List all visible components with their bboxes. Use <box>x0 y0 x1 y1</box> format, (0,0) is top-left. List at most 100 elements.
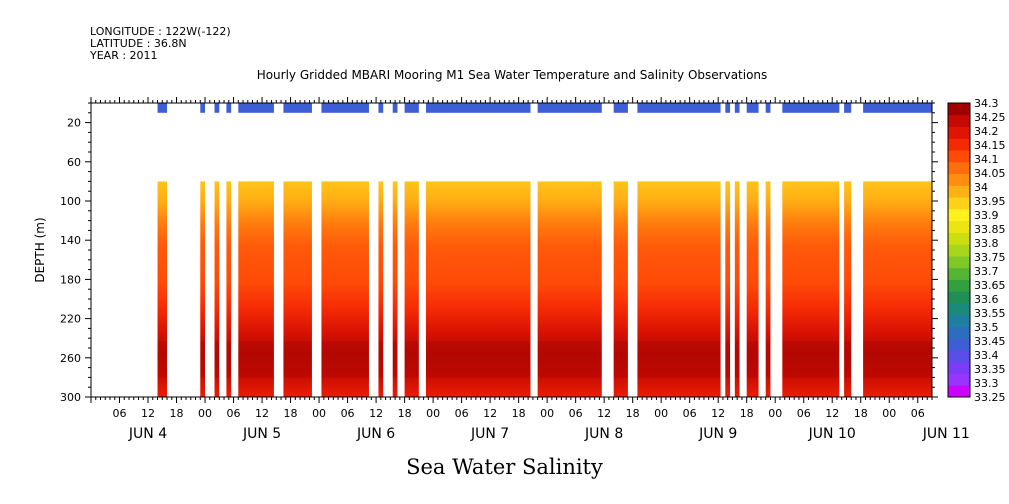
colorbar-label: 33.95 <box>974 195 1006 208</box>
colorbar-swatch <box>948 103 970 116</box>
colorbar-swatch <box>948 114 970 128</box>
colorbar-swatch <box>948 150 970 163</box>
surface-salinity-band <box>157 103 932 113</box>
data-gap <box>311 103 322 397</box>
colorbar-swatch <box>948 302 970 316</box>
x-hour-label: 06 <box>113 407 127 420</box>
x-hour-label: 00 <box>198 407 212 420</box>
colorbar-swatch <box>948 291 970 304</box>
colorbar-swatch <box>948 349 970 363</box>
x-hour-label: 18 <box>740 407 754 420</box>
data-gap <box>219 103 227 397</box>
y-tick-label: 60 <box>67 156 81 169</box>
data-gap <box>627 103 638 397</box>
x-hour-label: 00 <box>768 407 782 420</box>
colorbar-frame <box>947 102 971 398</box>
data-gap <box>739 103 747 397</box>
x-hour-label: 06 <box>569 407 583 420</box>
colorbar-label: 33.45 <box>974 335 1006 348</box>
colorbar-label: 34.05 <box>974 167 1006 180</box>
colorbar-swatch <box>948 197 970 210</box>
x-hour-label: 06 <box>455 407 469 420</box>
x-hour-label: 12 <box>597 407 611 420</box>
colorbar-swatch <box>948 373 970 386</box>
colorbar-label: 33.5 <box>974 321 999 334</box>
x-hour-label: 18 <box>512 407 526 420</box>
longitude-label: LONGITUDE : 122W(-122) <box>90 25 231 38</box>
data-gap <box>383 103 393 397</box>
colorbar-label: 34.25 <box>974 111 1006 124</box>
data-gap <box>231 103 239 397</box>
data-gap <box>273 103 284 397</box>
x-day-label: JUN 9 <box>698 426 737 442</box>
x-hour-label: 18 <box>284 407 298 420</box>
x-hour-label: 18 <box>854 407 868 420</box>
variable-title: Sea Water Salinity <box>406 455 603 479</box>
colorbar-swatch <box>948 161 970 175</box>
colorbar-label: 33.9 <box>974 209 999 222</box>
colorbar-swatch <box>948 338 970 351</box>
latitude-label: LATITUDE : 36.8N <box>90 37 187 50</box>
x-hour-label: 06 <box>911 407 925 420</box>
x-hour-label: 18 <box>398 407 412 420</box>
x-hour-label: 06 <box>341 407 355 420</box>
colorbar-label: 34.1 <box>974 153 999 166</box>
x-day-label: JUN 11 <box>922 426 970 442</box>
colorbar-label: 33.8 <box>974 237 999 250</box>
x-hour-label: 12 <box>825 407 839 420</box>
x-hour-label: 12 <box>369 407 383 420</box>
x-hour-label: 12 <box>711 407 725 420</box>
data-gap <box>851 103 864 397</box>
colorbar-label: 33.75 <box>974 251 1006 264</box>
x-day-label: JUN 4 <box>128 426 167 442</box>
x-hour-label: 18 <box>626 407 640 420</box>
colorbar-label: 33.4 <box>974 349 999 362</box>
x-hour-label: 00 <box>312 407 326 420</box>
x-hour-label: 00 <box>426 407 440 420</box>
data-gap <box>368 103 379 397</box>
y-tick-label: 140 <box>60 234 81 247</box>
colorbar-label: 34 <box>974 181 988 194</box>
colorbar-swatch <box>948 126 970 139</box>
x-hour-label: 00 <box>540 407 554 420</box>
colorbar-swatch <box>948 326 970 339</box>
x-day-label: JUN 5 <box>242 426 281 442</box>
colorbar-swatch <box>948 314 970 327</box>
colorbar-label: 33.65 <box>974 279 1006 292</box>
y-tick-label: 100 <box>60 195 81 208</box>
colorbar-swatch <box>948 138 970 151</box>
colorbar-label: 33.35 <box>974 363 1006 376</box>
colorbar-swatch <box>948 173 970 186</box>
x-hour-label: 12 <box>483 407 497 420</box>
data-gap <box>167 103 201 397</box>
colorbar-label: 34.3 <box>974 97 999 110</box>
colorbar-label: 34.15 <box>974 139 1006 152</box>
colorbar-label: 33.7 <box>974 265 999 278</box>
colorbar-label: 33.85 <box>974 223 1006 236</box>
x-day-label: JUN 10 <box>808 426 856 442</box>
x-hour-label: 06 <box>797 407 811 420</box>
data-gap <box>530 103 538 397</box>
x-hour-label: 06 <box>227 407 241 420</box>
colorbar-label: 34.2 <box>974 125 999 138</box>
colorbar-label: 33.3 <box>974 377 999 390</box>
data-gap <box>205 103 215 397</box>
data-gap <box>601 103 614 397</box>
high-salinity-layer <box>91 341 932 378</box>
colorbar-label: 33.25 <box>974 391 1006 404</box>
x-hour-label: 12 <box>141 407 155 420</box>
x-hour-label: 12 <box>255 407 269 420</box>
y-tick-label: 260 <box>60 352 81 365</box>
colorbar-label: 33.55 <box>974 307 1006 320</box>
x-hour-label: 00 <box>882 407 896 420</box>
data-gap <box>730 103 735 397</box>
data-gap <box>770 103 783 397</box>
x-hour-label: 18 <box>170 407 184 420</box>
y-tick-label: 20 <box>67 117 81 130</box>
colorbar-swatch <box>948 255 970 269</box>
y-tick-label: 220 <box>60 313 81 326</box>
colorbar-swatch <box>948 208 970 222</box>
colorbar-swatch <box>948 267 970 280</box>
data-gap <box>91 103 158 397</box>
